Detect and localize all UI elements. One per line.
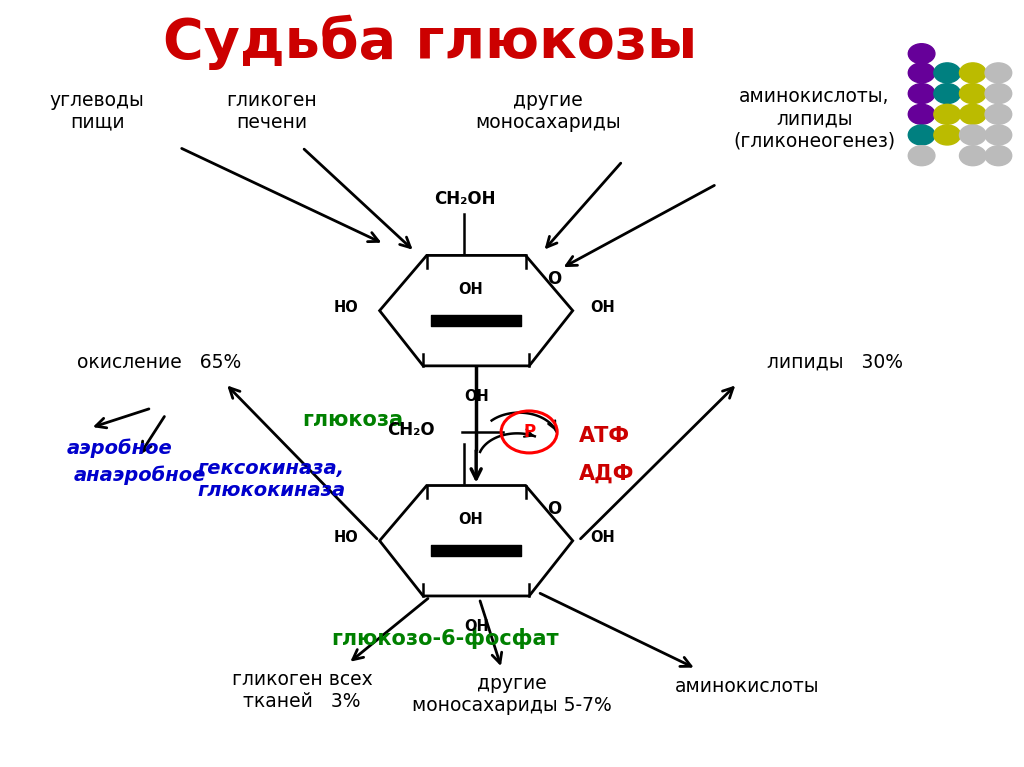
Text: OH: OH bbox=[591, 531, 615, 545]
Circle shape bbox=[985, 84, 1012, 104]
Circle shape bbox=[934, 84, 961, 104]
Text: O: O bbox=[547, 500, 561, 518]
Text: CH₂OH: CH₂OH bbox=[433, 189, 496, 208]
Text: глюкозо-6-фосфат: глюкозо-6-фосфат bbox=[332, 627, 559, 649]
Text: аэробное: аэробное bbox=[67, 439, 173, 459]
Circle shape bbox=[959, 63, 986, 83]
Text: CH₂O: CH₂O bbox=[387, 421, 435, 439]
Text: OH: OH bbox=[591, 301, 615, 315]
Circle shape bbox=[985, 104, 1012, 124]
Circle shape bbox=[908, 63, 935, 83]
Circle shape bbox=[908, 104, 935, 124]
Polygon shape bbox=[380, 486, 572, 596]
Text: OH: OH bbox=[458, 282, 482, 297]
Circle shape bbox=[908, 44, 935, 64]
Text: углеводы
пищи: углеводы пищи bbox=[50, 91, 144, 132]
Circle shape bbox=[908, 84, 935, 104]
Text: HO: HO bbox=[334, 301, 358, 315]
Text: другие
моносахариды 5-7%: другие моносахариды 5-7% bbox=[412, 673, 612, 715]
Circle shape bbox=[934, 63, 961, 83]
Text: АДФ: АДФ bbox=[579, 464, 634, 484]
Text: окисление   65%: окисление 65% bbox=[77, 353, 241, 371]
Text: OH: OH bbox=[458, 512, 482, 527]
Text: O: O bbox=[547, 270, 561, 288]
Text: липиды   30%: липиды 30% bbox=[767, 353, 902, 371]
Circle shape bbox=[908, 125, 935, 145]
Text: аминокислоты: аминокислоты bbox=[675, 677, 820, 696]
Circle shape bbox=[985, 146, 1012, 166]
Circle shape bbox=[934, 104, 961, 124]
Polygon shape bbox=[380, 255, 572, 366]
Circle shape bbox=[934, 125, 961, 145]
Text: АТФ: АТФ bbox=[579, 426, 630, 446]
Circle shape bbox=[985, 125, 1012, 145]
Text: Судьба глюкозы: Судьба глюкозы bbox=[163, 15, 697, 70]
Text: OH: OH bbox=[464, 619, 488, 634]
Circle shape bbox=[908, 146, 935, 166]
Text: гликоген всех
тканей   3%: гликоген всех тканей 3% bbox=[231, 670, 373, 711]
Circle shape bbox=[985, 63, 1012, 83]
Text: анаэробное: анаэробное bbox=[74, 466, 207, 486]
Text: P: P bbox=[523, 423, 536, 441]
Text: другие
моносахариды: другие моносахариды bbox=[475, 91, 621, 132]
Text: OH: OH bbox=[464, 389, 488, 403]
Text: гликоген
печени: гликоген печени bbox=[226, 91, 316, 132]
Text: аминокислоты,
липиды
(гликонеогенез): аминокислоты, липиды (гликонеогенез) bbox=[733, 87, 895, 150]
Circle shape bbox=[959, 104, 986, 124]
Text: гексокиназа,
глюкокиназа: гексокиназа, глюкокиназа bbox=[198, 459, 345, 500]
Circle shape bbox=[959, 84, 986, 104]
Text: глюкоза: глюкоза bbox=[303, 410, 403, 430]
Circle shape bbox=[959, 125, 986, 145]
Circle shape bbox=[959, 146, 986, 166]
Text: HO: HO bbox=[334, 531, 358, 545]
